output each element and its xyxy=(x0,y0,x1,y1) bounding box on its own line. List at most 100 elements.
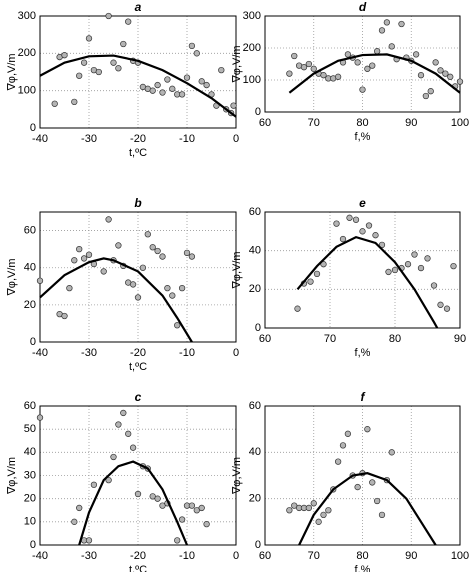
x-tick-label: 100 xyxy=(451,550,469,562)
y-tick-label: 0 xyxy=(255,322,261,334)
y-axis-label: ∇φ,V/m xyxy=(231,251,243,289)
data-point xyxy=(447,73,454,80)
data-point xyxy=(115,242,122,249)
data-point xyxy=(305,504,313,512)
data-point xyxy=(320,261,327,268)
data-point xyxy=(369,479,376,486)
data-point xyxy=(339,235,347,243)
data-point xyxy=(178,91,186,98)
data-point xyxy=(105,216,112,223)
data-point xyxy=(354,59,361,66)
y-tick-label: 60 xyxy=(24,400,36,412)
y-tick-label: 300 xyxy=(243,10,261,22)
data-point xyxy=(115,421,122,428)
data-point xyxy=(443,305,451,312)
data-point xyxy=(286,70,293,77)
y-tick-label: 60 xyxy=(24,224,36,236)
plot-frame xyxy=(39,211,237,343)
fit-curve xyxy=(39,54,237,118)
y-tick-label: 100 xyxy=(18,85,36,97)
x-tick-label: -40 xyxy=(32,347,48,359)
data-point xyxy=(364,426,371,433)
data-point xyxy=(310,65,317,72)
data-point xyxy=(333,220,340,227)
data-point xyxy=(320,72,327,79)
x-tick-label: 70 xyxy=(324,333,336,345)
data-point xyxy=(437,67,444,74)
x-tick-label: 70 xyxy=(308,550,320,562)
y-tick-label: 100 xyxy=(243,74,261,86)
data-point xyxy=(110,59,117,66)
x-axis-label: f,% xyxy=(355,347,371,359)
data-point xyxy=(359,86,366,93)
data-point xyxy=(105,12,112,20)
y-tick-label: 40 xyxy=(24,262,36,274)
data-point xyxy=(344,430,352,437)
data-point xyxy=(125,18,132,25)
data-point xyxy=(61,52,68,59)
panel-title: a xyxy=(135,0,142,14)
data-point xyxy=(154,81,161,89)
data-point xyxy=(450,262,457,270)
data-point xyxy=(372,232,379,239)
x-tick-label: -30 xyxy=(81,550,97,562)
data-point xyxy=(456,78,464,85)
x-tick-label: -20 xyxy=(130,550,146,562)
x-tick-label: -10 xyxy=(179,347,195,359)
data-point xyxy=(149,244,156,251)
data-point xyxy=(369,62,376,69)
data-point xyxy=(315,518,322,525)
data-point xyxy=(139,264,147,271)
data-point xyxy=(178,284,186,292)
x-axis-label: t,ºC xyxy=(129,147,147,159)
y-tick-label: 10 xyxy=(24,516,36,528)
data-point xyxy=(193,50,200,57)
data-point xyxy=(76,72,83,79)
x-tick-label: 100 xyxy=(451,117,469,129)
data-point xyxy=(427,88,434,95)
data-point xyxy=(313,270,321,278)
data-point xyxy=(411,251,418,258)
y-tick-label: 40 xyxy=(24,446,36,458)
y-axis-label: ∇φ,V/m xyxy=(6,258,18,296)
x-axis-label: f,% xyxy=(355,564,371,572)
data-point xyxy=(36,277,44,284)
data-point xyxy=(300,64,308,71)
data-point xyxy=(417,264,425,272)
panel-title: b xyxy=(134,196,141,210)
data-point xyxy=(85,35,93,42)
data-point xyxy=(188,502,196,509)
plot-frame xyxy=(39,405,237,546)
x-tick-label: -10 xyxy=(179,133,195,145)
data-point xyxy=(378,511,386,519)
data-point xyxy=(80,255,88,262)
x-tick-label: 0 xyxy=(233,550,239,562)
y-tick-label: 20 xyxy=(249,283,261,295)
data-point xyxy=(422,92,430,100)
panel-title: d xyxy=(359,0,367,14)
plot-frame xyxy=(264,405,461,546)
data-point xyxy=(398,20,405,28)
data-point xyxy=(352,216,360,223)
data-point xyxy=(129,444,137,451)
data-point xyxy=(203,521,210,528)
data-point xyxy=(149,87,156,94)
fit-curve xyxy=(78,460,189,546)
data-point xyxy=(51,100,58,107)
y-tick-label: 300 xyxy=(18,10,36,22)
y-tick-label: 0 xyxy=(30,122,36,134)
data-point xyxy=(391,266,399,274)
data-point xyxy=(346,214,353,221)
data-point xyxy=(230,102,237,109)
data-point xyxy=(164,76,171,83)
fit-curve xyxy=(298,472,437,546)
data-point xyxy=(129,281,137,288)
data-point xyxy=(100,268,107,275)
data-point xyxy=(286,507,293,514)
data-point xyxy=(71,98,78,106)
data-point xyxy=(373,48,381,55)
data-point xyxy=(432,59,439,66)
data-point xyxy=(134,490,142,498)
y-tick-label: 50 xyxy=(24,423,36,435)
y-tick-label: 20 xyxy=(24,299,36,311)
